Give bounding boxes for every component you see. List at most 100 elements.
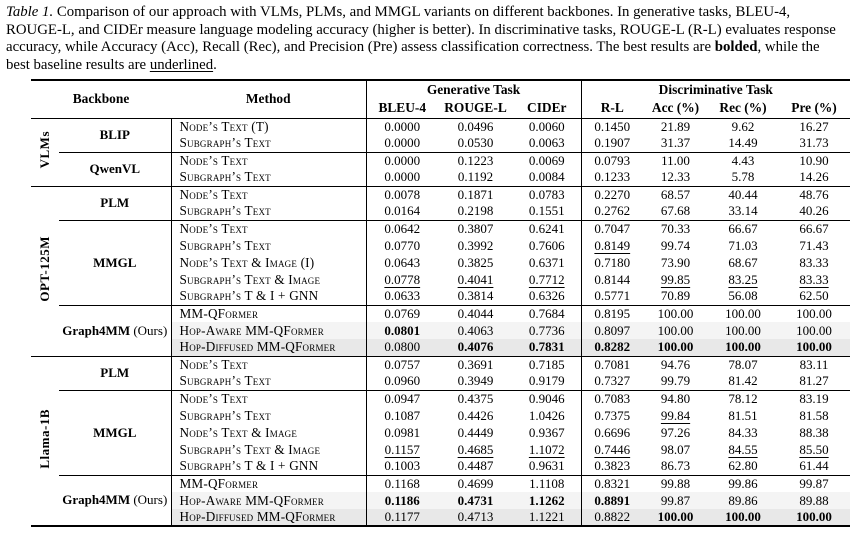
metric-value: 0.1192 xyxy=(457,169,494,185)
method-cell: Subgraph’s Text & Image xyxy=(170,271,366,288)
table-row: Subgraph’s Text 0.0164 0.2198 0.1551 0.2762 6… xyxy=(31,203,850,220)
metric-value: 0.1003 xyxy=(365,458,438,475)
metric-value: 0.6371 xyxy=(528,254,565,270)
metric-value: 68.57 xyxy=(643,185,709,203)
metric-value: 73.90 xyxy=(660,254,691,270)
metric-value: 67.68 xyxy=(660,203,691,219)
metric-value: 0.0770 xyxy=(365,237,438,254)
metric-value: 0.7083 xyxy=(580,389,644,407)
metric-value: 0.4044 xyxy=(438,304,513,322)
metric-value: 83.25 xyxy=(728,271,758,287)
metric-value: 100.00 xyxy=(708,339,779,356)
metric-value: 0.2270 xyxy=(580,185,644,203)
table-row: Subgraph’s Text 0.0960 0.3949 0.9179 0.7327 9… xyxy=(31,373,850,390)
metric-value: 5.78 xyxy=(731,169,755,185)
metric-value: 0.4449 xyxy=(457,424,494,440)
metric-value: 0.0757 xyxy=(365,355,438,373)
metric-value: 83.19 xyxy=(778,389,851,407)
metric-value: 85.50 xyxy=(799,441,829,457)
metric-value: 0.4063 xyxy=(438,322,513,339)
metric-value: 81.51 xyxy=(728,407,758,423)
table-row: Subgraph’s Text 0.0000 0.1192 0.0084 0.1233 1… xyxy=(31,169,850,186)
table-body: VLMs BLIP Node’s Text (T) 0.0000 0.0496 0.006… xyxy=(31,118,851,526)
col-header-rec: Rec (%) xyxy=(708,99,779,119)
metric-value: 0.1450 xyxy=(580,118,644,135)
table-row: OPT-125M PLM Node’s Text 0.0078 0.1871 0.0783… xyxy=(31,185,851,356)
table-row: Hop-Diffused MM-QFormer 0.1177 0.4713 1.122… xyxy=(31,509,851,526)
metric-value: 81.27 xyxy=(799,373,829,389)
metric-value: 71.43 xyxy=(799,237,829,253)
backbone-group-label: OPT-125M xyxy=(31,185,59,356)
metric-value: 0.3992 xyxy=(457,237,494,253)
metric-value: 0.7375 xyxy=(580,407,644,424)
table-row: Llama-1B PLM Node’s Text 0.0757 0.3691 0.7185… xyxy=(31,355,851,526)
metric-value: 1.1262 xyxy=(513,492,582,509)
metric-value: 12.33 xyxy=(660,169,691,185)
metric-value: 0.0000 xyxy=(365,135,438,152)
table-row: Subgraph’s Text & Image 0.0778 0.4041 0.771… xyxy=(31,271,850,288)
metric-value: 0.0069 xyxy=(513,151,582,169)
metric-value: 0.9179 xyxy=(528,373,565,389)
metric-value: 0.0084 xyxy=(528,169,565,185)
metric-value: 0.4375 xyxy=(438,389,513,407)
metric-value: 31.73 xyxy=(799,135,829,151)
metric-value: 0.7712 xyxy=(528,271,565,287)
method-cell: Node’s Text xyxy=(170,219,366,237)
metric-value: 0.8144 xyxy=(580,271,644,288)
metric-value: 0.0633 xyxy=(365,288,438,305)
metric-value: 0.7047 xyxy=(580,219,644,237)
metric-value: 0.4731 xyxy=(438,492,513,509)
metric-value: 0.0642 xyxy=(365,219,438,237)
metric-value: 0.1186 xyxy=(365,492,438,509)
metric-value: 89.88 xyxy=(778,492,851,509)
metric-value: 62.80 xyxy=(728,458,758,474)
method-cell: Subgraph’s Text & Image xyxy=(170,441,366,458)
metric-value: 0.4426 xyxy=(457,407,494,423)
metric-value: 100.00 xyxy=(643,304,709,322)
metric-value: 0.8097 xyxy=(580,322,644,339)
table-row: Subgraph’s Text 0.0000 0.0530 0.0063 0.1907 3… xyxy=(31,135,850,152)
metric-value: 0.8149 xyxy=(580,237,644,254)
metric-value: 0.8321 xyxy=(580,474,644,492)
metric-value: 99.84 xyxy=(660,407,691,423)
table-row: MMGL Node’s Text 0.0642 0.3807 0.6241 0.7047 7… xyxy=(31,219,851,305)
metric-value: 9.62 xyxy=(731,118,755,134)
metric-value: 70.33 xyxy=(643,219,709,237)
metric-value: 0.9631 xyxy=(528,458,565,474)
metric-value: 100.00 xyxy=(778,322,851,339)
metric-value: 0.0164 xyxy=(365,203,438,220)
metric-value: 14.26 xyxy=(799,169,829,185)
metric-value: 0.1871 xyxy=(438,185,513,203)
metric-value: 0.0063 xyxy=(528,135,565,151)
backbone-group-label: Llama-1B xyxy=(31,355,59,526)
backbone-name: MMGL xyxy=(59,389,171,475)
metric-value: 0.0060 xyxy=(528,118,565,134)
backbone-group-label: VLMs xyxy=(37,131,52,169)
metric-value: 100.00 xyxy=(643,339,709,356)
metric-value: 66.67 xyxy=(708,219,779,237)
method-cell: Subgraph’s T & I + GNN xyxy=(170,288,366,305)
table-row: Graph4MM (Ours) MM-QFormer 0.0769 0.4044 0.7… xyxy=(31,304,851,356)
metric-value: 0.3807 xyxy=(438,219,513,237)
metric-value: 40.44 xyxy=(708,185,779,203)
metric-value: 78.07 xyxy=(708,355,779,373)
metric-value: 66.67 xyxy=(778,219,851,237)
metric-value: 100.00 xyxy=(643,322,709,339)
table-row: Subgraph’s Text & Image 0.1157 0.4685 1.107… xyxy=(31,441,850,458)
backbone-name: QwenVL xyxy=(59,151,171,186)
metric-value: 0.7684 xyxy=(513,304,582,322)
caption-table-number: Table 1. xyxy=(6,4,54,20)
method-cell: Node’s Text (T) xyxy=(170,118,366,135)
metric-value: 0.0000 xyxy=(365,151,438,169)
metric-value: 83.11 xyxy=(778,355,851,373)
table-row: Graph4MM (Ours) MM-QFormer 0.1168 0.4699 1.1… xyxy=(31,474,851,526)
table-row: VLMs BLIP Node’s Text (T) 0.0000 0.0496 0.006… xyxy=(31,118,850,169)
metric-value: 16.27 xyxy=(799,118,829,134)
table-row: QwenVL Node’s Text 0.0000 0.1223 0.0069 0.079… xyxy=(31,151,851,186)
metric-value: 0.9046 xyxy=(513,389,582,407)
metric-value: 40.26 xyxy=(799,203,829,219)
metric-value: 98.07 xyxy=(660,441,691,457)
metric-value: 0.4713 xyxy=(438,509,513,526)
col-header-backbone: Backbone xyxy=(31,80,171,119)
